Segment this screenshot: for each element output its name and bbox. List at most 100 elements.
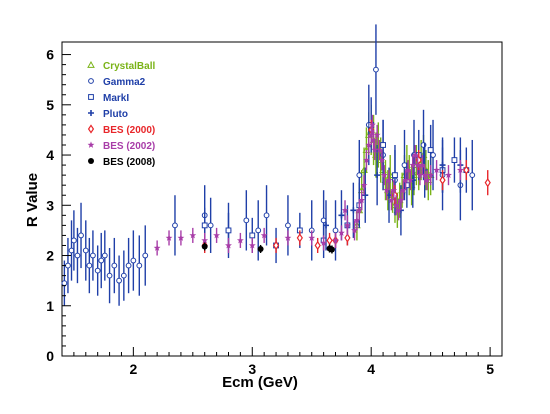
data-point	[272, 240, 280, 251]
data-point	[296, 233, 303, 243]
data-point	[411, 151, 419, 158]
x-tick-label: 5	[486, 361, 494, 377]
data-point	[414, 161, 421, 168]
y-tick-label: 4	[46, 147, 54, 163]
data-point	[370, 136, 377, 143]
data-point	[255, 227, 262, 234]
data-point	[390, 186, 398, 194]
data-point	[380, 142, 386, 148]
data-point	[86, 262, 93, 269]
data-point	[338, 212, 345, 219]
data-point	[332, 236, 339, 244]
data-point	[320, 239, 328, 246]
data-point	[409, 161, 417, 168]
legend-label: BES (2008)	[103, 157, 155, 168]
data-point	[399, 186, 407, 194]
data-point	[165, 234, 173, 241]
plot-frame	[61, 41, 503, 357]
data-point	[314, 240, 321, 251]
legend-label: Gamma2	[103, 77, 146, 88]
data-point	[371, 146, 379, 153]
data-point	[225, 227, 232, 234]
data-point	[463, 165, 470, 175]
data-point	[445, 171, 452, 179]
y-tick-label: 0	[46, 348, 54, 364]
data-point	[373, 131, 381, 138]
legend: CrystalBall Gamma2 MarkI Pluto BES (2000) BES…	[87, 60, 155, 168]
legend-label: MarkI	[103, 93, 129, 104]
data-point	[353, 216, 361, 224]
x-tick-label: 4	[367, 361, 375, 377]
data-point	[427, 171, 435, 179]
data-point	[403, 182, 410, 189]
data-point	[189, 231, 197, 239]
data-point	[365, 141, 373, 148]
data-point	[125, 262, 132, 269]
data-point	[343, 221, 351, 229]
data-point	[116, 277, 122, 284]
data-point	[323, 222, 329, 229]
data-point	[201, 222, 208, 229]
data-point	[360, 181, 368, 189]
data-point	[395, 206, 402, 214]
data-point	[177, 234, 185, 241]
data-point	[225, 241, 232, 249]
legend-marker	[87, 60, 95, 68]
data-point	[257, 245, 264, 252]
data-point	[368, 121, 376, 128]
data-point	[350, 207, 357, 214]
series-pluto	[323, 137, 464, 251]
legend-marker	[88, 78, 94, 84]
y-tick-label: 3	[46, 197, 54, 213]
data-point	[402, 176, 410, 184]
data-point	[421, 171, 429, 179]
data-point	[380, 171, 388, 179]
legend-label: BES (2002)	[103, 141, 155, 152]
series-bes-2008	[201, 242, 335, 254]
data-point	[65, 262, 71, 269]
data-point	[385, 176, 393, 184]
data-point	[341, 206, 349, 214]
x-axis-label: Ecm (GeV)	[222, 374, 298, 391]
data-point	[383, 186, 391, 194]
data-point	[407, 176, 414, 184]
data-point	[136, 262, 143, 269]
data-layer	[61, 24, 491, 306]
data-point	[355, 206, 363, 214]
data-point	[351, 226, 358, 234]
legend-label: CrystalBall	[103, 61, 155, 72]
data-point	[373, 66, 379, 73]
data-point	[392, 201, 400, 209]
y-tick-label: 6	[46, 47, 54, 63]
data-point	[344, 233, 351, 243]
data-point	[111, 262, 118, 269]
data-point	[484, 177, 491, 188]
data-point	[82, 247, 89, 254]
data-point	[70, 237, 77, 244]
data-point	[106, 272, 113, 279]
data-point	[90, 252, 96, 259]
data-point	[130, 257, 137, 264]
legend-label: Pluto	[103, 109, 128, 120]
legend-marker	[87, 141, 95, 148]
data-point	[418, 161, 426, 168]
data-point	[439, 162, 446, 169]
x-tick-label: 3	[248, 361, 256, 377]
data-point	[451, 157, 458, 163]
legend-label: BES (2000)	[103, 125, 155, 136]
data-point	[249, 232, 256, 239]
data-point	[392, 172, 398, 179]
data-point	[416, 171, 424, 179]
data-point	[101, 252, 108, 259]
y-tick-label: 1	[46, 298, 54, 314]
data-point	[153, 244, 161, 251]
data-point	[78, 232, 84, 239]
data-point	[338, 229, 345, 236]
series-bes-2002	[153, 114, 464, 256]
data-point	[248, 241, 256, 249]
legend-marker	[87, 124, 95, 134]
y-axis-label: R Value	[24, 173, 41, 227]
data-point	[367, 131, 375, 138]
data-point	[98, 257, 105, 264]
